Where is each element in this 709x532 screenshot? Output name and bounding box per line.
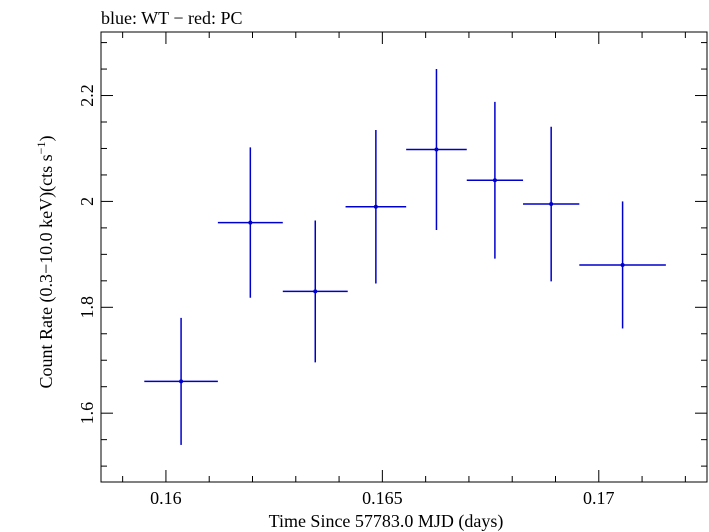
data-point: [466, 101, 524, 259]
y-tick-label: 2: [77, 197, 97, 206]
y-tick-label: 1.8: [77, 296, 97, 319]
data-point: [144, 317, 218, 445]
point-marker: [434, 147, 439, 152]
data-point: [406, 69, 467, 230]
y-axis-label-close: ): [36, 136, 57, 142]
data-series: [144, 69, 666, 445]
y-axis-label-exponent: −1: [34, 142, 48, 155]
point-marker: [179, 379, 184, 384]
point-marker: [248, 220, 253, 225]
x-tick-label: 0.17: [583, 488, 615, 508]
y-tick-label: 1.6: [77, 402, 97, 425]
chart-title: blue: WT − red: PC: [101, 8, 242, 28]
y-axis: 1.6 1.8 2 2.2: [77, 42, 707, 467]
point-marker: [313, 289, 318, 294]
y-axis-label: Count Rate (0.3−10.0 keV)(cts s−1): [34, 136, 57, 389]
y-tick-label: 2.2: [77, 84, 97, 107]
point-marker: [492, 178, 497, 183]
data-point: [523, 126, 580, 282]
x-tick-label: 0.16: [150, 488, 182, 508]
point-marker: [373, 204, 378, 209]
data-point: [217, 147, 283, 298]
x-axis: 0.16 0.165 0.17: [122, 32, 686, 508]
x-axis-label: Time Since 57783.0 MJD (days): [269, 511, 504, 532]
plot-frame: [100, 31, 708, 483]
data-point: [579, 201, 666, 329]
point-marker: [549, 202, 554, 207]
data-point: [282, 220, 348, 363]
data-point: [345, 129, 407, 284]
point-marker: [620, 262, 625, 267]
y-axis-label-main: Count Rate (0.3−10.0 keV)(cts s: [36, 154, 57, 388]
x-tick-label: 0.165: [362, 488, 403, 508]
